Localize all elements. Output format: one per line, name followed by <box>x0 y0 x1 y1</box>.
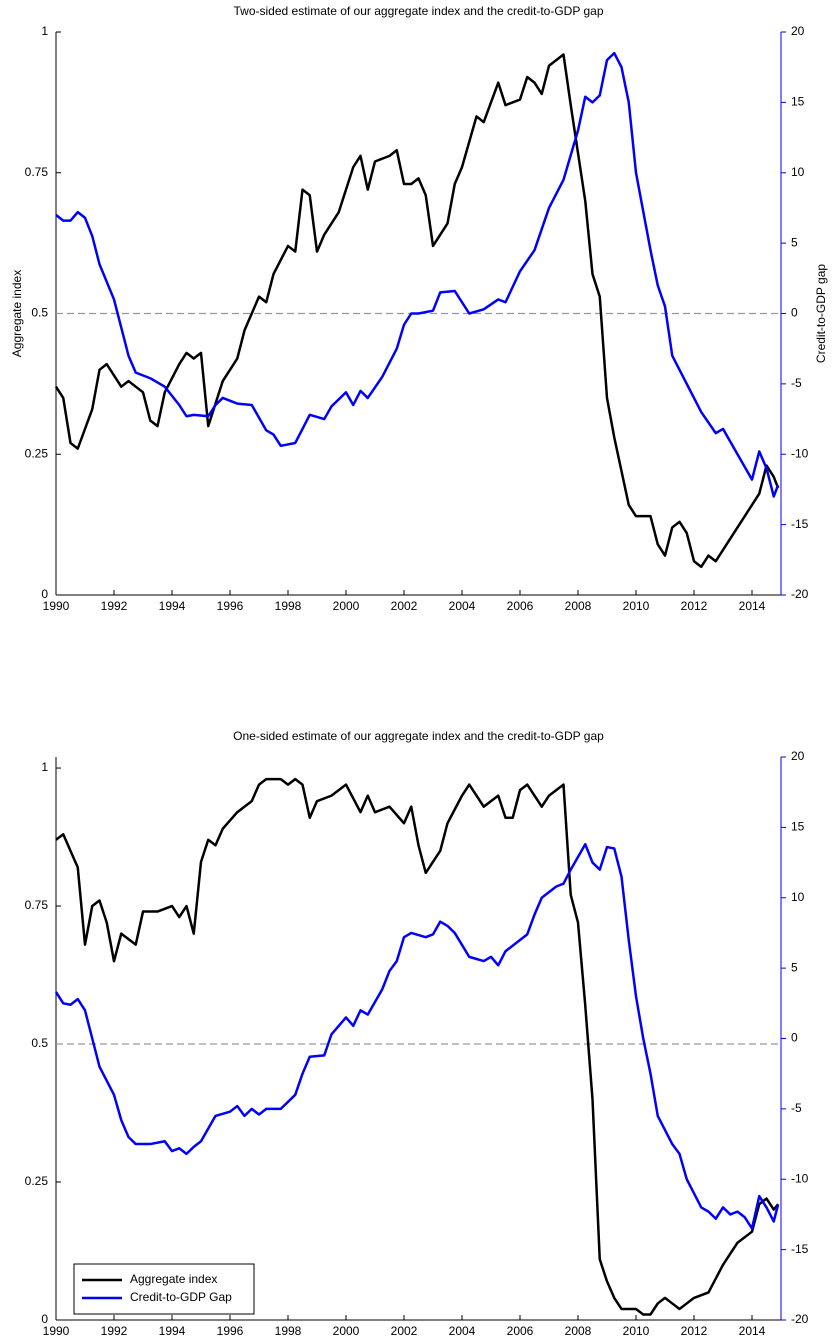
x-tick-label: 2004 <box>449 599 476 613</box>
y-tick-label: 0.25 <box>25 1174 49 1188</box>
legend-label: Aggregate index <box>130 1272 217 1286</box>
series-line <box>54 53 780 569</box>
x-tick-label: 2008 <box>565 1324 592 1338</box>
y-tick-label: 1 <box>41 24 48 38</box>
x-tick-label: 2004 <box>449 1324 476 1338</box>
y2-tick-label: 20 <box>791 749 805 763</box>
y-tick-label: 0.75 <box>25 165 49 179</box>
x-tick-label: 1992 <box>101 599 128 613</box>
y-tick-label: 0.75 <box>25 898 49 912</box>
y2-tick-label: -20 <box>791 1312 809 1326</box>
chart-title: One-sided estimate of our aggregate inde… <box>233 729 604 743</box>
x-tick-label: 1994 <box>159 1324 186 1338</box>
y-tick-label: 0 <box>41 587 48 601</box>
y2-tick-label: -5 <box>791 1101 802 1115</box>
x-tick-label: 2006 <box>507 599 534 613</box>
x-tick-label: 2008 <box>565 599 592 613</box>
x-tick-label: 2012 <box>681 599 708 613</box>
y2-tick-label: 15 <box>791 820 805 834</box>
x-tick-label: 2002 <box>391 599 418 613</box>
y2-tick-label: 5 <box>791 235 798 249</box>
y2-tick-label: -15 <box>791 517 809 531</box>
x-tick-label: 2006 <box>507 1324 534 1338</box>
y2-tick-label: 20 <box>791 24 805 38</box>
y2-tick-label: 15 <box>791 95 805 109</box>
chart-title: Two-sided estimate of our aggregate inde… <box>234 4 604 18</box>
y-tick-label: 0.5 <box>31 1036 48 1050</box>
y-tick-label: 0.25 <box>25 446 49 460</box>
x-tick-label: 1998 <box>275 599 302 613</box>
y2-axis-label: Credit-to-GDP gap <box>814 264 828 363</box>
x-tick-label: 2010 <box>623 599 650 613</box>
series-line <box>55 51 780 498</box>
y2-tick-label: 10 <box>791 890 805 904</box>
y2-tick-label: 10 <box>791 165 805 179</box>
y2-tick-label: -20 <box>791 587 809 601</box>
x-tick-label: 1996 <box>217 1324 244 1338</box>
x-tick-label: 1998 <box>275 1324 302 1338</box>
x-tick-label: 2014 <box>739 1324 766 1338</box>
x-tick-label: 2014 <box>739 599 766 613</box>
x-tick-label: 2012 <box>681 1324 708 1338</box>
x-tick-label: 1990 <box>43 599 70 613</box>
x-tick-label: 2010 <box>623 1324 650 1338</box>
y2-tick-label: 5 <box>791 960 798 974</box>
y2-tick-label: -10 <box>791 446 809 460</box>
y-tick-label: 1 <box>41 760 48 774</box>
legend-label: Credit-to-GDP Gap <box>130 1290 232 1304</box>
series-line <box>54 843 780 1230</box>
x-tick-label: 1996 <box>217 599 244 613</box>
y2-tick-label: -10 <box>791 1171 809 1185</box>
y2-tick-label: 0 <box>791 1031 798 1045</box>
x-tick-label: 1990 <box>43 1324 70 1338</box>
y-tick-label: 0.5 <box>31 306 48 320</box>
series-line <box>55 777 780 1316</box>
x-tick-label: 2000 <box>333 599 360 613</box>
x-tick-label: 2002 <box>391 1324 418 1338</box>
y2-tick-label: -5 <box>791 376 802 390</box>
y2-tick-label: 0 <box>791 306 798 320</box>
x-tick-label: 2000 <box>333 1324 360 1338</box>
y-axis-label: Aggregate index <box>10 270 24 357</box>
x-tick-label: 1992 <box>101 1324 128 1338</box>
y-tick-label: 0 <box>41 1312 48 1326</box>
y2-tick-label: -15 <box>791 1242 809 1256</box>
x-tick-label: 1994 <box>159 599 186 613</box>
legend-box <box>73 1263 255 1315</box>
